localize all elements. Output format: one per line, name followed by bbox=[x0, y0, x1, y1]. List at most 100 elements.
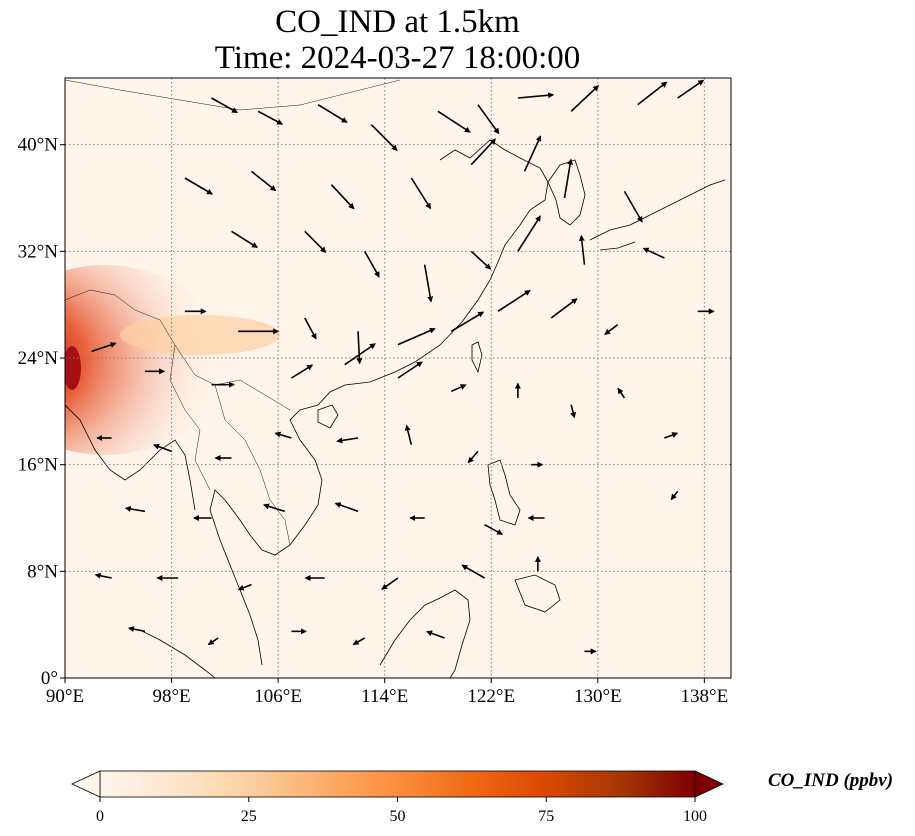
wind-arrow bbox=[404, 424, 413, 445]
colorbar-extend-high bbox=[694, 770, 724, 798]
wind-arrow bbox=[470, 138, 496, 166]
wind-arrow bbox=[461, 564, 485, 579]
lon-tick-label: 98°E bbox=[152, 686, 190, 707]
lon-tick-label: 122°E bbox=[467, 686, 515, 707]
wind-arrow bbox=[677, 79, 705, 99]
mindanao-coastline bbox=[514, 574, 561, 613]
wind-arrow bbox=[94, 572, 112, 579]
wind-arrow bbox=[426, 630, 445, 639]
wind-vector-field bbox=[91, 79, 715, 655]
wind-arrow bbox=[563, 158, 574, 199]
wind-arrow bbox=[344, 343, 376, 366]
wind-arrow bbox=[570, 85, 600, 112]
wind-arrow bbox=[604, 324, 619, 335]
wind-arrow bbox=[670, 490, 679, 501]
wind-arrow bbox=[381, 577, 399, 590]
lon-tick-label: 106°E bbox=[254, 686, 302, 707]
colorbar-ticks: 0 25 50 75 100 bbox=[96, 797, 707, 825]
wind-arrow bbox=[352, 637, 366, 646]
colorbar-tick-label: 75 bbox=[538, 808, 554, 825]
wind-arrow bbox=[497, 289, 531, 313]
wind-arrow bbox=[517, 92, 555, 99]
wind-arrow bbox=[317, 103, 348, 123]
map-title-time: Time: 2024-03-27 18:00:00 bbox=[214, 40, 581, 76]
bay-of-bengal-coastline bbox=[65, 404, 196, 511]
wind-arrow bbox=[127, 626, 146, 633]
map-plot-area bbox=[65, 78, 731, 678]
wind-arrow bbox=[523, 135, 542, 172]
wind-arrow bbox=[570, 404, 577, 419]
wind-arrow bbox=[356, 331, 363, 365]
wind-arrow bbox=[336, 437, 359, 444]
lat-tick-label: 0° bbox=[41, 668, 58, 689]
lon-tick-label: 90°E bbox=[46, 686, 84, 707]
wind-arrow bbox=[664, 432, 679, 439]
wind-arrow bbox=[637, 81, 668, 106]
graticule-gridlines bbox=[65, 78, 731, 678]
wind-arrow bbox=[250, 170, 277, 192]
wind-arrow bbox=[304, 230, 327, 253]
wind-arrow bbox=[477, 104, 500, 135]
lat-tick-label: 16°N bbox=[18, 455, 59, 476]
co-plume-maximum bbox=[65, 346, 81, 390]
lon-tick-label: 138°E bbox=[681, 686, 729, 707]
wind-arrow bbox=[257, 110, 284, 125]
wind-arrow bbox=[153, 443, 172, 453]
wind-arrow bbox=[437, 110, 471, 133]
wind-arrow bbox=[617, 387, 626, 399]
luzon-coastline bbox=[487, 459, 521, 526]
wind-arrow bbox=[370, 124, 398, 151]
wind-arrow bbox=[642, 247, 665, 259]
wind-arrow bbox=[304, 317, 317, 340]
colorbar-extend-low bbox=[71, 770, 101, 798]
china-coastline bbox=[317, 139, 549, 406]
wind-arrow bbox=[410, 177, 432, 210]
borneo-coastline bbox=[379, 589, 471, 678]
lat-tick-label: 24°N bbox=[18, 348, 59, 369]
colorbar: 0 25 50 75 100 bbox=[71, 770, 724, 825]
taiwan-coastline bbox=[471, 341, 483, 374]
sumatra-coastline bbox=[139, 629, 216, 678]
lat-tick-label: 32°N bbox=[18, 241, 59, 262]
wind-arrow bbox=[484, 523, 504, 535]
wind-arrow bbox=[450, 384, 467, 393]
colorbar-tick-label: 25 bbox=[241, 808, 257, 825]
wind-arrow bbox=[231, 230, 258, 249]
wind-arrow bbox=[470, 250, 492, 270]
lat-tick-label: 40°N bbox=[18, 135, 59, 156]
wind-arrow bbox=[450, 311, 485, 333]
wind-arrow bbox=[330, 184, 355, 210]
latitude-axis: 0° 8°N 16°N 24°N 32°N 40°N bbox=[18, 135, 65, 689]
wind-arrow bbox=[291, 364, 314, 379]
wind-arrow bbox=[578, 234, 586, 265]
wind-arrow bbox=[623, 190, 643, 223]
wind-arrow bbox=[364, 250, 380, 278]
wind-arrow bbox=[124, 505, 146, 513]
longitude-axis: 90°E 98°E 106°E 114°E 122°E 130°E 138°E bbox=[46, 678, 728, 707]
wind-arrow bbox=[467, 450, 479, 464]
colorbar-tick-label: 100 bbox=[683, 808, 707, 825]
indochina-coastline bbox=[209, 404, 323, 666]
wind-arrow bbox=[274, 431, 292, 439]
lon-tick-label: 114°E bbox=[361, 686, 408, 707]
wind-arrow bbox=[237, 583, 252, 591]
coastlines bbox=[65, 139, 726, 678]
co-plume-extension bbox=[120, 315, 280, 355]
wind-arrow bbox=[91, 342, 117, 353]
wind-arrow bbox=[423, 264, 434, 303]
map-title-variable: CO_IND at 1.5km bbox=[275, 4, 520, 40]
map-frame bbox=[64, 77, 732, 679]
colorbar-label: CO_IND (ppbv) bbox=[768, 770, 894, 791]
wind-arrow bbox=[207, 637, 219, 646]
japan-coastline bbox=[589, 179, 726, 251]
wind-arrow bbox=[550, 298, 578, 319]
lat-tick-label: 8°N bbox=[27, 561, 58, 582]
colorbar-tick-label: 50 bbox=[390, 808, 406, 825]
lon-tick-label: 130°E bbox=[574, 686, 622, 707]
wind-arrow bbox=[184, 177, 213, 195]
wind-arrow bbox=[263, 503, 286, 513]
wind-arrow bbox=[517, 215, 541, 252]
wind-arrow bbox=[397, 327, 436, 346]
wind-arrow bbox=[334, 502, 359, 513]
